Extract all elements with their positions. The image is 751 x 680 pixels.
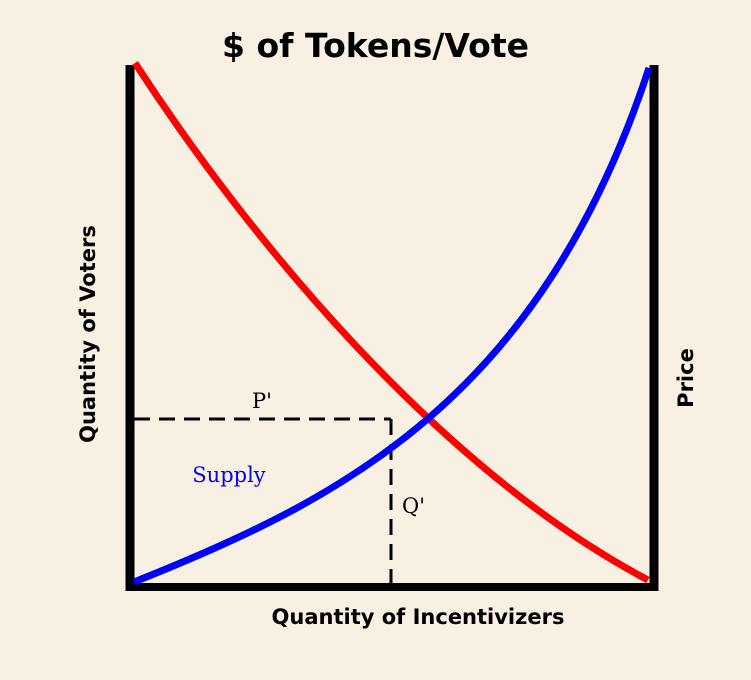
supply-curve-label: Supply	[192, 463, 266, 487]
x-axis-label: Quantity of Incentivizers	[271, 605, 565, 629]
supply-curve	[132, 66, 653, 586]
equilibrium-price-label: P'	[252, 389, 272, 413]
demand-curve	[132, 61, 650, 584]
diagram-title: $ of Tokens/Vote	[222, 26, 529, 65]
equilibrium-quantity-label: Q'	[402, 494, 425, 518]
